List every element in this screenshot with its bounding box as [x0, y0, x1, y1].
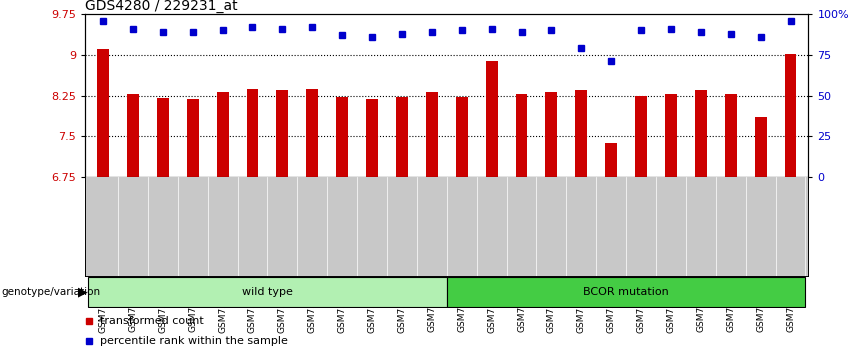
Bar: [456, 97, 468, 177]
Bar: [575, 90, 587, 177]
Text: percentile rank within the sample: percentile rank within the sample: [100, 336, 288, 346]
Bar: [396, 97, 408, 177]
Bar: [247, 88, 259, 177]
Bar: [516, 94, 528, 177]
Bar: [785, 54, 797, 177]
Bar: [486, 61, 498, 177]
Bar: [336, 97, 348, 177]
Bar: [426, 92, 437, 177]
Bar: [605, 143, 617, 177]
Bar: [306, 88, 318, 177]
Text: genotype/variation: genotype/variation: [2, 287, 100, 297]
Text: GDS4280 / 229231_at: GDS4280 / 229231_at: [85, 0, 237, 13]
Bar: [157, 98, 168, 177]
Bar: [545, 92, 557, 177]
Bar: [725, 94, 737, 177]
Text: transformed count: transformed count: [100, 316, 203, 326]
Bar: [277, 90, 288, 177]
Bar: [186, 99, 198, 177]
Bar: [695, 90, 707, 177]
Bar: [635, 96, 647, 177]
Bar: [447, 277, 805, 307]
Bar: [127, 95, 139, 177]
Bar: [217, 92, 229, 177]
Bar: [665, 94, 677, 177]
Bar: [755, 117, 767, 177]
Text: BCOR mutation: BCOR mutation: [583, 287, 669, 297]
Text: ▶: ▶: [78, 286, 88, 298]
Bar: [366, 99, 378, 177]
Bar: [97, 50, 109, 177]
Text: wild type: wild type: [242, 287, 293, 297]
Bar: [89, 277, 447, 307]
